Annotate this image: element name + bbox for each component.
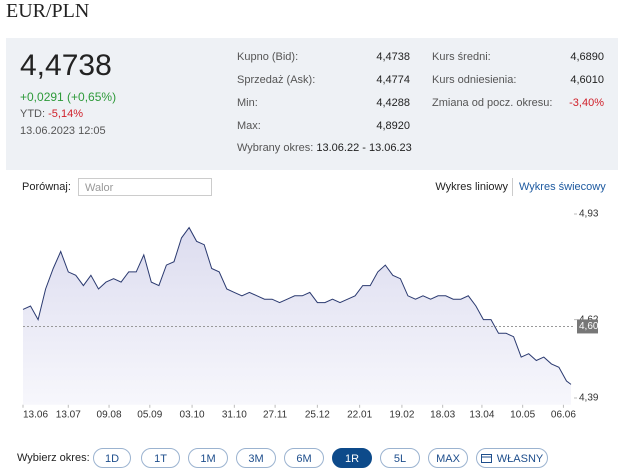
x-tick-label: 10.05 bbox=[510, 409, 535, 420]
compare-input[interactable]: Walor bbox=[78, 178, 212, 196]
period-value: 13.06.22 - 13.06.23 bbox=[316, 142, 412, 154]
period-button[interactable]: WŁASNY bbox=[476, 448, 548, 468]
ytd-label: YTD: bbox=[20, 108, 46, 120]
period-button-text: 1R bbox=[344, 453, 360, 465]
current-label: 4,60 bbox=[579, 321, 599, 332]
ytd-value: -5,14% bbox=[48, 108, 83, 120]
period-button-text: 1D bbox=[104, 453, 120, 465]
x-tick-label: 13.04 bbox=[469, 409, 494, 420]
stat-value: -3,40% bbox=[569, 97, 604, 109]
period-button[interactable]: 1D bbox=[93, 448, 131, 468]
stat-value: 4,6010 bbox=[570, 74, 604, 86]
period-button-text: MAX bbox=[436, 453, 460, 465]
stat-value: 4,4774 bbox=[376, 74, 410, 86]
line bbox=[22, 226, 572, 385]
compare-label: Porównaj: bbox=[22, 181, 71, 193]
tab-candle[interactable]: Wykres świecowy bbox=[519, 181, 606, 193]
period-selector-label: Wybierz okres: bbox=[17, 452, 90, 464]
period-button[interactable]: MAX bbox=[428, 448, 468, 468]
x-tick-label: 03.10 bbox=[180, 409, 205, 420]
stat-label: Max: bbox=[237, 120, 261, 132]
period-button-text: 1M bbox=[200, 453, 216, 465]
stat-value: 4,8920 bbox=[376, 120, 410, 132]
stat-label: Zmiana od pocz. okresu: bbox=[432, 97, 553, 109]
x-tick-label: 31.10 bbox=[222, 409, 247, 420]
period-button-text: 5L bbox=[393, 453, 407, 465]
stat-label: Kurs średni: bbox=[432, 51, 491, 63]
stat-value: 4,6890 bbox=[570, 51, 604, 63]
x-tick-label: 05.09 bbox=[137, 409, 162, 420]
period-button-text: WŁASNY bbox=[496, 453, 544, 465]
area bbox=[23, 227, 571, 405]
period-button[interactable]: 1M bbox=[188, 448, 228, 468]
change: +0,0291 (+0,65%) bbox=[20, 90, 117, 104]
period-label: Wybrany okres: bbox=[237, 142, 314, 154]
current-box bbox=[577, 319, 598, 334]
x-tick-label: 18.03 bbox=[430, 409, 455, 420]
stat-label: Kupno (Bid): bbox=[237, 51, 299, 63]
period-button-text: 1T bbox=[154, 453, 167, 465]
period-button[interactable]: 6M bbox=[284, 448, 324, 468]
stat-label: Kurs odniesienia: bbox=[432, 74, 517, 86]
period-button[interactable]: 1R bbox=[332, 448, 372, 468]
period-button-text: 6M bbox=[296, 453, 312, 465]
x-tick-label: 13.06 bbox=[23, 409, 48, 420]
stat-label: Min: bbox=[237, 97, 258, 109]
stat-label: Sprzedaż (Ask): bbox=[237, 74, 316, 86]
price: 4,4738 bbox=[20, 49, 112, 82]
period-button[interactable]: 5L bbox=[380, 448, 420, 468]
x-tick-label: 25.12 bbox=[305, 409, 330, 420]
period-button[interactable]: 1T bbox=[141, 448, 180, 468]
tab-line[interactable]: Wykres liniowy bbox=[435, 181, 508, 193]
stat-value: 4,4738 bbox=[376, 51, 410, 63]
x-tick-label: 27.11 bbox=[263, 409, 288, 420]
stat-value: 4,4288 bbox=[376, 97, 410, 109]
page-title: EUR/PLN bbox=[6, 0, 90, 22]
x-tick-label: 19.02 bbox=[389, 409, 414, 420]
y-tick-label: 4,39 bbox=[579, 393, 599, 404]
period-button-text: 3M bbox=[248, 453, 264, 465]
x-tick-label: 06.06 bbox=[551, 409, 576, 420]
x-tick-label: 13.07 bbox=[56, 409, 81, 420]
y-tick-label: 4,93 bbox=[579, 209, 599, 220]
quote-panel bbox=[6, 38, 618, 170]
x-tick-label: 09.08 bbox=[97, 409, 122, 420]
period-button[interactable]: 3M bbox=[236, 448, 276, 468]
timestamp: 13.06.2023 12:05 bbox=[20, 125, 106, 137]
x-tick-label: 22.01 bbox=[347, 409, 372, 420]
